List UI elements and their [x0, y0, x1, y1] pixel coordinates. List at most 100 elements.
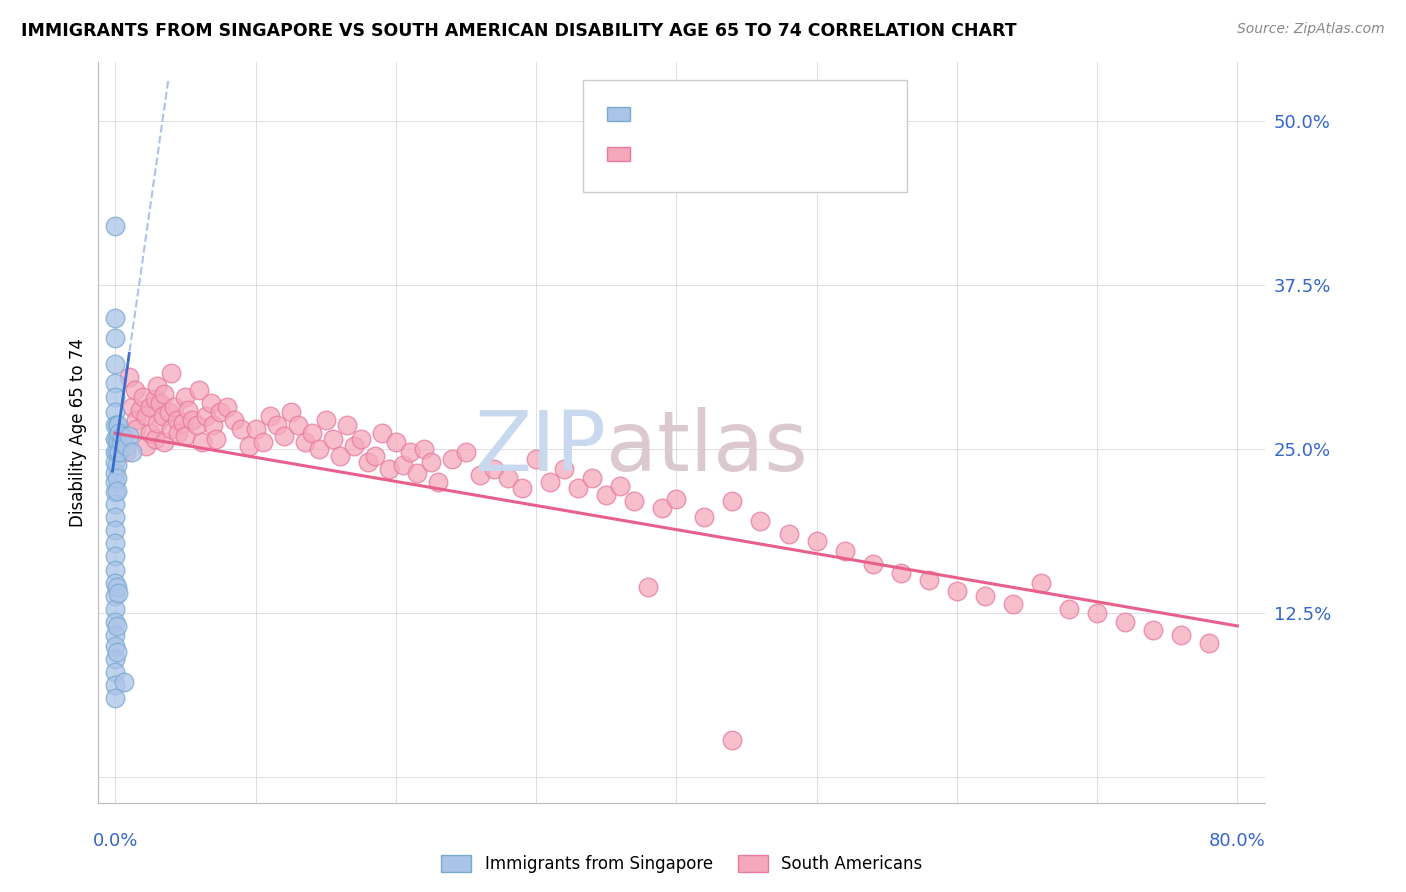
Point	[595, 488, 617, 502]
Point	[862, 558, 884, 572]
Point	[609, 478, 631, 492]
Text: Source: ZipAtlas.com: Source: ZipAtlas.com	[1237, 22, 1385, 37]
Point	[946, 583, 969, 598]
Point	[308, 442, 330, 456]
Text: R =: R =	[641, 105, 681, 123]
Point	[167, 426, 190, 441]
Point	[186, 418, 208, 433]
Point	[104, 485, 127, 500]
Point	[259, 409, 281, 424]
Point	[721, 494, 744, 508]
Point	[567, 481, 589, 495]
Text: -0.431: -0.431	[678, 145, 742, 163]
Point	[104, 357, 127, 371]
Point	[105, 432, 128, 446]
Point	[195, 409, 218, 424]
Text: 108: 108	[775, 145, 813, 163]
Point	[174, 390, 197, 404]
Point	[104, 310, 127, 325]
Legend: Immigrants from Singapore, South Americans: Immigrants from Singapore, South America…	[434, 848, 929, 880]
Point	[454, 444, 477, 458]
Point	[108, 426, 131, 441]
Point	[191, 435, 214, 450]
Point	[104, 589, 127, 603]
Point	[104, 455, 127, 469]
Point	[834, 544, 856, 558]
Point	[177, 402, 200, 417]
Point	[146, 379, 169, 393]
Point	[104, 523, 127, 537]
Point	[287, 418, 309, 433]
Point	[108, 444, 131, 458]
Point	[132, 390, 155, 404]
Point	[200, 396, 222, 410]
Point	[104, 575, 127, 590]
Point	[146, 416, 169, 430]
Point	[238, 439, 260, 453]
Point	[105, 580, 128, 594]
Text: 50: 50	[768, 105, 793, 123]
Point	[104, 510, 127, 524]
Point	[329, 449, 352, 463]
Text: ZIP: ZIP	[474, 407, 606, 488]
Point	[166, 413, 188, 427]
Text: R =: R =	[641, 145, 681, 163]
Point	[778, 527, 800, 541]
Point	[209, 405, 232, 419]
Text: 0.241: 0.241	[678, 105, 734, 123]
Point	[105, 444, 128, 458]
Point	[371, 426, 394, 441]
Point	[224, 413, 246, 427]
Point	[918, 573, 941, 587]
Point	[890, 566, 912, 581]
Point	[105, 418, 128, 433]
Point	[104, 376, 127, 391]
Point	[266, 418, 288, 433]
Point	[112, 675, 135, 690]
Point	[524, 452, 547, 467]
Point	[398, 444, 420, 458]
Point	[104, 432, 127, 446]
Point	[181, 413, 204, 427]
Point	[665, 491, 688, 506]
Point	[104, 690, 127, 705]
Point	[378, 461, 401, 475]
Point	[538, 475, 561, 489]
Point	[322, 432, 344, 446]
Text: 0.0%: 0.0%	[93, 831, 138, 849]
Point	[143, 392, 166, 407]
Point	[160, 366, 183, 380]
Point	[125, 422, 148, 436]
Point	[104, 678, 127, 692]
Point	[104, 497, 127, 511]
Point	[1085, 606, 1108, 620]
Point	[806, 533, 828, 548]
Text: atlas: atlas	[606, 407, 808, 488]
Point	[391, 458, 413, 472]
Point	[143, 432, 166, 446]
Point	[125, 413, 148, 427]
Point	[364, 449, 387, 463]
Point	[104, 475, 127, 489]
Point	[104, 651, 127, 665]
Point	[245, 422, 267, 436]
Point	[623, 494, 645, 508]
Point	[1114, 615, 1136, 629]
Point	[149, 396, 172, 410]
Point	[163, 400, 186, 414]
Y-axis label: Disability Age 65 to 74: Disability Age 65 to 74	[69, 338, 87, 527]
Point	[111, 429, 134, 443]
Point	[581, 471, 603, 485]
Point	[412, 442, 434, 456]
Point	[104, 615, 127, 629]
Point	[104, 390, 127, 404]
Point	[104, 444, 127, 458]
Point	[637, 580, 659, 594]
Point	[749, 514, 772, 528]
Point	[104, 628, 127, 642]
Point	[510, 481, 533, 495]
Text: N =: N =	[733, 105, 772, 123]
Point	[105, 471, 128, 485]
Point	[553, 461, 575, 475]
Point	[104, 602, 127, 616]
